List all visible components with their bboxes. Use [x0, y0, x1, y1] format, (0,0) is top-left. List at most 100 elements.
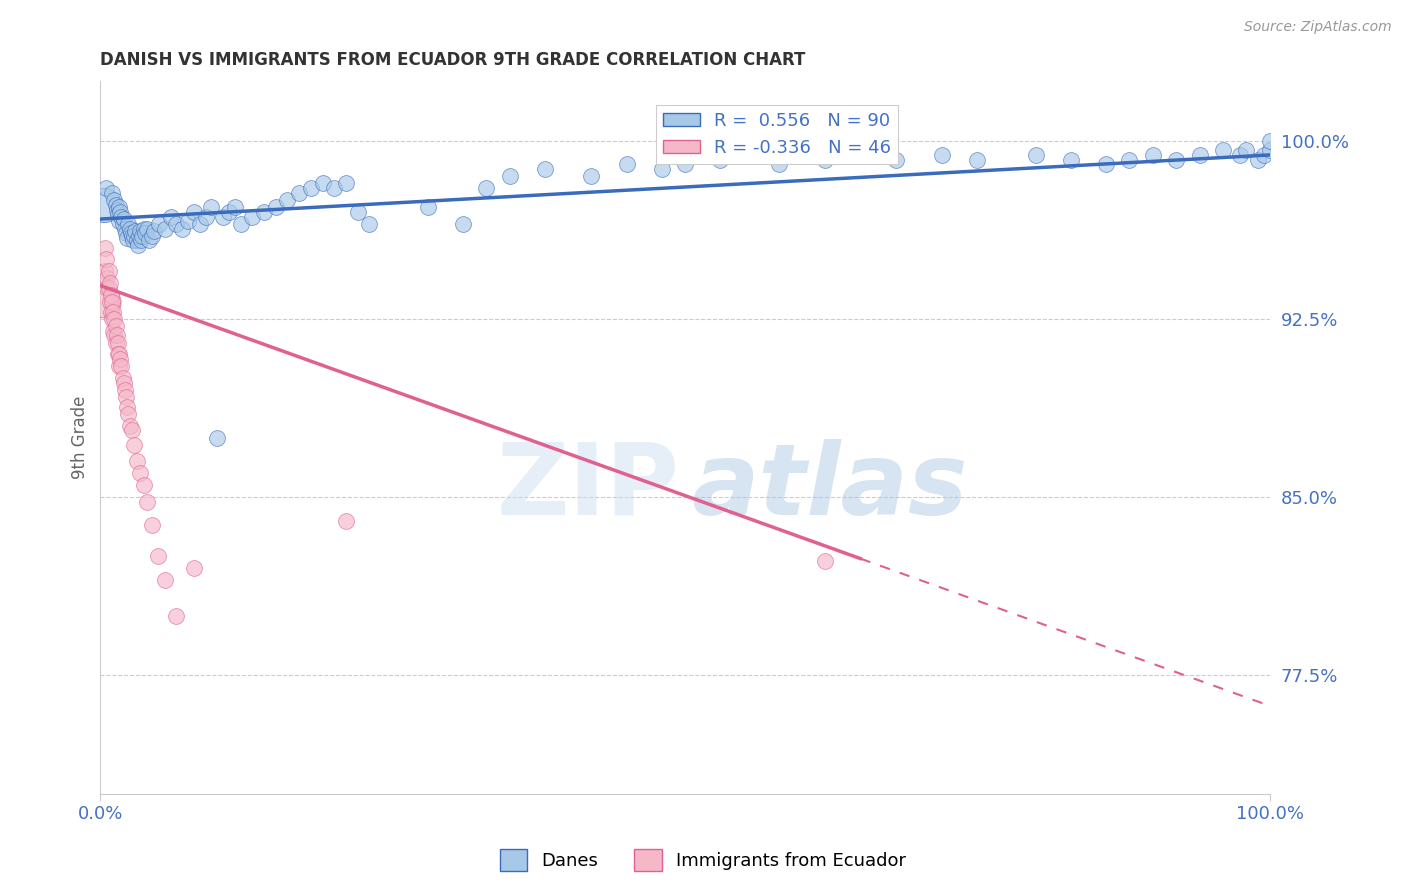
Point: [849, 148, 872, 162]
Point: [114, 221, 136, 235]
Point: [136, 494, 159, 508]
Point: [112, 212, 135, 227]
Point: [115, 390, 138, 404]
Point: [884, 153, 907, 167]
Point: [335, 177, 357, 191]
Point: [122, 437, 145, 451]
Point: [165, 217, 187, 231]
Point: [153, 573, 176, 587]
Point: [94, 295, 117, 310]
Point: [194, 210, 217, 224]
Point: [1212, 143, 1234, 157]
Point: [117, 231, 139, 245]
Point: [183, 205, 205, 219]
Point: [651, 162, 673, 177]
Point: [224, 200, 246, 214]
Point: [103, 193, 125, 207]
Point: [814, 153, 837, 167]
Point: [104, 318, 127, 333]
Point: [768, 157, 790, 171]
Point: [136, 221, 159, 235]
Point: [207, 430, 229, 444]
Point: [451, 217, 474, 231]
Point: [1060, 153, 1083, 167]
Point: [98, 295, 121, 310]
Point: [110, 210, 132, 224]
Point: [118, 418, 141, 433]
Point: [359, 217, 381, 231]
Point: [132, 478, 155, 492]
Legend: Danes, Immigrants from Ecuador: Danes, Immigrants from Ecuador: [492, 842, 914, 879]
Point: [141, 228, 163, 243]
Point: [183, 561, 205, 575]
Point: [533, 162, 555, 177]
Point: [97, 264, 120, 278]
Point: [1142, 148, 1164, 162]
Point: [111, 371, 134, 385]
Point: [966, 153, 988, 167]
Point: [128, 228, 150, 243]
Point: [335, 514, 357, 528]
Point: [143, 224, 166, 238]
Point: [110, 359, 132, 374]
Point: [96, 271, 118, 285]
Point: [100, 304, 122, 318]
Point: [94, 241, 117, 255]
Point: [96, 252, 118, 267]
Point: [1229, 148, 1251, 162]
Point: [111, 217, 134, 231]
Point: [240, 210, 263, 224]
Text: Source: ZipAtlas.com: Source: ZipAtlas.com: [1244, 20, 1392, 34]
Point: [218, 205, 240, 219]
Point: [1095, 157, 1118, 171]
Point: [125, 234, 148, 248]
Point: [118, 221, 141, 235]
Point: [129, 466, 152, 480]
Point: [1258, 134, 1281, 148]
Point: [1247, 153, 1270, 167]
Y-axis label: 9th Grade: 9th Grade: [72, 396, 89, 479]
Point: [931, 148, 953, 162]
Point: [253, 205, 276, 219]
Point: [103, 304, 125, 318]
Point: [132, 221, 155, 235]
Point: [110, 352, 132, 367]
Point: [103, 311, 125, 326]
Point: [97, 281, 120, 295]
Point: [188, 217, 211, 231]
Point: [138, 234, 160, 248]
Point: [107, 207, 129, 221]
Point: [1258, 143, 1281, 157]
Point: [131, 228, 153, 243]
Point: [122, 228, 145, 243]
Point: [120, 227, 142, 241]
Point: [101, 186, 124, 200]
Point: [346, 205, 368, 219]
Text: ZIP: ZIP: [496, 439, 679, 536]
Point: [172, 221, 194, 235]
Point: [276, 193, 298, 207]
Point: [200, 200, 222, 214]
Point: [673, 157, 696, 171]
Point: [153, 221, 176, 235]
Point: [104, 335, 127, 350]
Point: [264, 200, 287, 214]
Point: [103, 324, 125, 338]
Point: [177, 214, 200, 228]
Point: [159, 210, 181, 224]
Point: [117, 407, 139, 421]
Text: DANISH VS IMMIGRANTS FROM ECUADOR 9TH GRADE CORRELATION CHART: DANISH VS IMMIGRANTS FROM ECUADOR 9TH GR…: [100, 51, 806, 69]
Point: [96, 281, 118, 295]
Point: [121, 228, 143, 243]
Point: [107, 335, 129, 350]
Point: [229, 217, 252, 231]
Point: [475, 181, 498, 195]
Point: [124, 224, 146, 238]
Point: [98, 276, 121, 290]
Point: [1166, 153, 1188, 167]
Point: [141, 518, 163, 533]
Point: [148, 217, 170, 231]
Point: [115, 227, 138, 241]
Point: [288, 186, 311, 200]
Point: [101, 295, 124, 310]
